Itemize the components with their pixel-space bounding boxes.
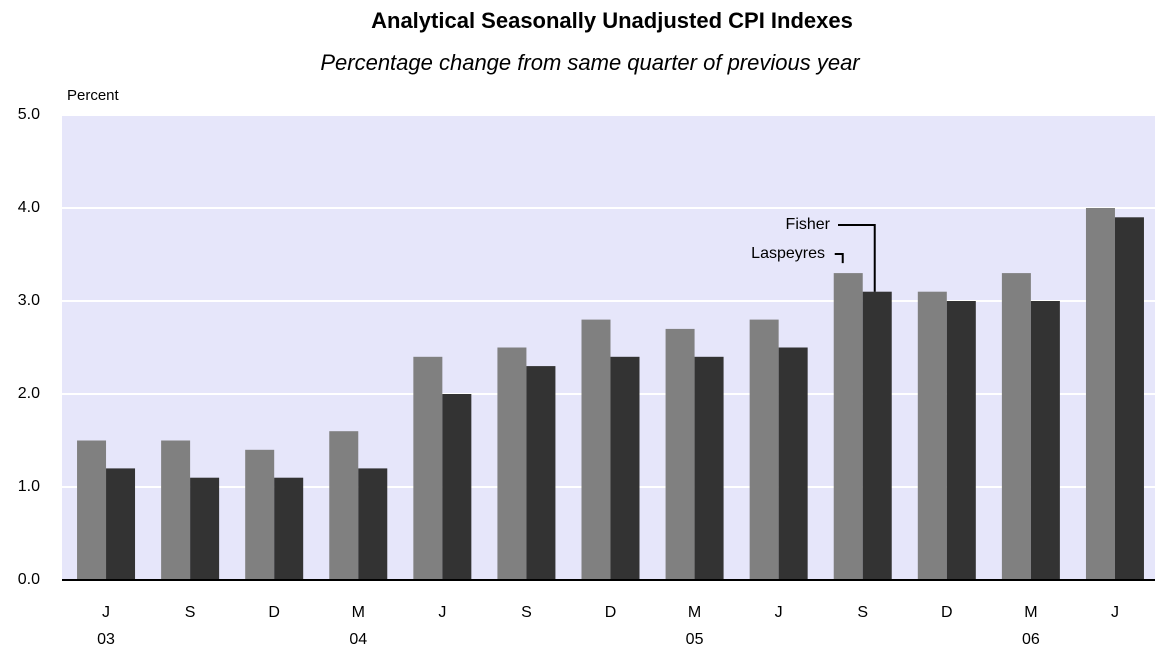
x-tick-label: D xyxy=(605,604,617,621)
bar xyxy=(1001,273,1031,580)
bar xyxy=(413,356,443,580)
x-year-label: 05 xyxy=(686,631,704,648)
chart-subtitle: Percentage change from same quarter of p… xyxy=(320,50,861,75)
bar xyxy=(1030,301,1060,580)
chart-title: Analytical Seasonally Unadjusted CPI Ind… xyxy=(371,8,853,33)
x-tick-label: D xyxy=(941,604,953,621)
y-tick-label: 4.0 xyxy=(18,199,40,216)
series-label: Laspeyres xyxy=(751,245,825,262)
bar xyxy=(190,477,220,580)
x-tick-label: D xyxy=(268,604,280,621)
x-tick-label: J xyxy=(102,604,110,621)
bar xyxy=(665,328,695,580)
x-year-label: 06 xyxy=(1022,631,1040,648)
bar xyxy=(329,431,359,580)
y-tick-label: 1.0 xyxy=(18,478,40,495)
bar xyxy=(497,347,527,580)
bar xyxy=(1085,208,1115,580)
x-tick-label: M xyxy=(352,604,365,621)
bar xyxy=(274,477,304,580)
x-tick-label: M xyxy=(688,604,701,621)
y-axis-label: Percent xyxy=(67,87,120,104)
bar xyxy=(862,291,892,580)
x-tick-label: S xyxy=(521,604,532,621)
bar xyxy=(77,440,107,580)
bar xyxy=(1114,217,1144,581)
bar xyxy=(106,468,136,580)
x-tick-label: S xyxy=(857,604,868,621)
x-year-label: 03 xyxy=(97,631,115,648)
bar xyxy=(610,356,640,580)
bar xyxy=(581,319,611,580)
bar xyxy=(833,273,863,580)
bar xyxy=(694,356,724,580)
bar xyxy=(442,394,472,580)
series-label: Fisher xyxy=(786,216,831,233)
bar xyxy=(526,366,556,580)
x-tick-label: S xyxy=(185,604,196,621)
y-tick-label: 2.0 xyxy=(18,385,40,402)
y-tick-label: 5.0 xyxy=(18,106,40,123)
bar xyxy=(749,319,779,580)
bar xyxy=(946,301,976,580)
y-tick-label: 0.0 xyxy=(18,571,40,588)
bar xyxy=(161,440,191,580)
bar xyxy=(778,347,808,580)
x-tick-label: J xyxy=(1111,604,1119,621)
leader-line xyxy=(834,253,844,264)
bar xyxy=(917,291,947,580)
x-tick-label: J xyxy=(775,604,783,621)
y-tick-label: 3.0 xyxy=(18,292,40,309)
x-tick-label: M xyxy=(1024,604,1037,621)
bar xyxy=(358,468,388,580)
x-tick-label: J xyxy=(438,604,446,621)
leader-line xyxy=(838,224,876,292)
bar xyxy=(245,449,275,580)
x-year-label: 04 xyxy=(349,631,367,648)
